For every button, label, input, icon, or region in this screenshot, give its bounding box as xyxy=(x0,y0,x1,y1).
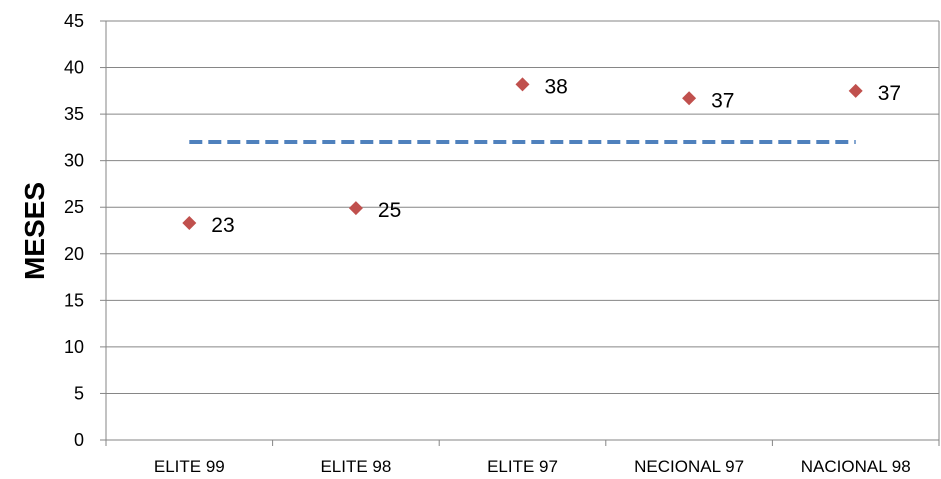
y-tick-label: 35 xyxy=(64,104,84,124)
y-tick-label: 10 xyxy=(64,337,84,357)
y-tick-label: 30 xyxy=(64,151,84,171)
axes xyxy=(105,21,940,441)
y-axis-title: MESES xyxy=(19,182,50,280)
data-point-marker xyxy=(348,201,363,216)
data-labels: 23 25 38 37 37 xyxy=(211,75,901,237)
y-tick-label: 20 xyxy=(64,244,84,264)
y-axis-ticks: 0 5 10 15 20 25 30 35 40 45 xyxy=(64,11,106,450)
data-label: 37 xyxy=(878,82,901,105)
data-point-marker xyxy=(848,83,863,98)
data-label: 25 xyxy=(378,199,401,222)
y-tick-label: 15 xyxy=(64,290,84,310)
data-point-marker xyxy=(682,91,697,106)
data-point-marker xyxy=(515,77,530,92)
y-tick-label: 40 xyxy=(64,58,84,78)
data-label: 38 xyxy=(545,75,568,98)
y-tick-label: 45 xyxy=(64,11,84,31)
x-category-label: NECIONAL 97 xyxy=(634,457,744,476)
y-tick-label: 25 xyxy=(64,197,84,217)
y-tick-label: 5 xyxy=(74,383,84,403)
data-point-marker xyxy=(182,216,197,231)
x-category-label: NACIONAL 98 xyxy=(801,457,911,476)
data-points xyxy=(182,77,863,231)
x-axis-categories: ELITE 99 ELITE 98 ELITE 97 NECIONAL 97 NACIO… xyxy=(105,440,940,476)
x-category-label: ELITE 98 xyxy=(320,457,391,476)
y-tick-label: 0 xyxy=(74,430,84,450)
gridlines xyxy=(106,20,939,394)
x-category-label: ELITE 97 xyxy=(487,457,558,476)
data-label: 37 xyxy=(711,89,734,112)
data-label: 23 xyxy=(211,214,234,237)
x-category-label: ELITE 99 xyxy=(154,457,225,476)
